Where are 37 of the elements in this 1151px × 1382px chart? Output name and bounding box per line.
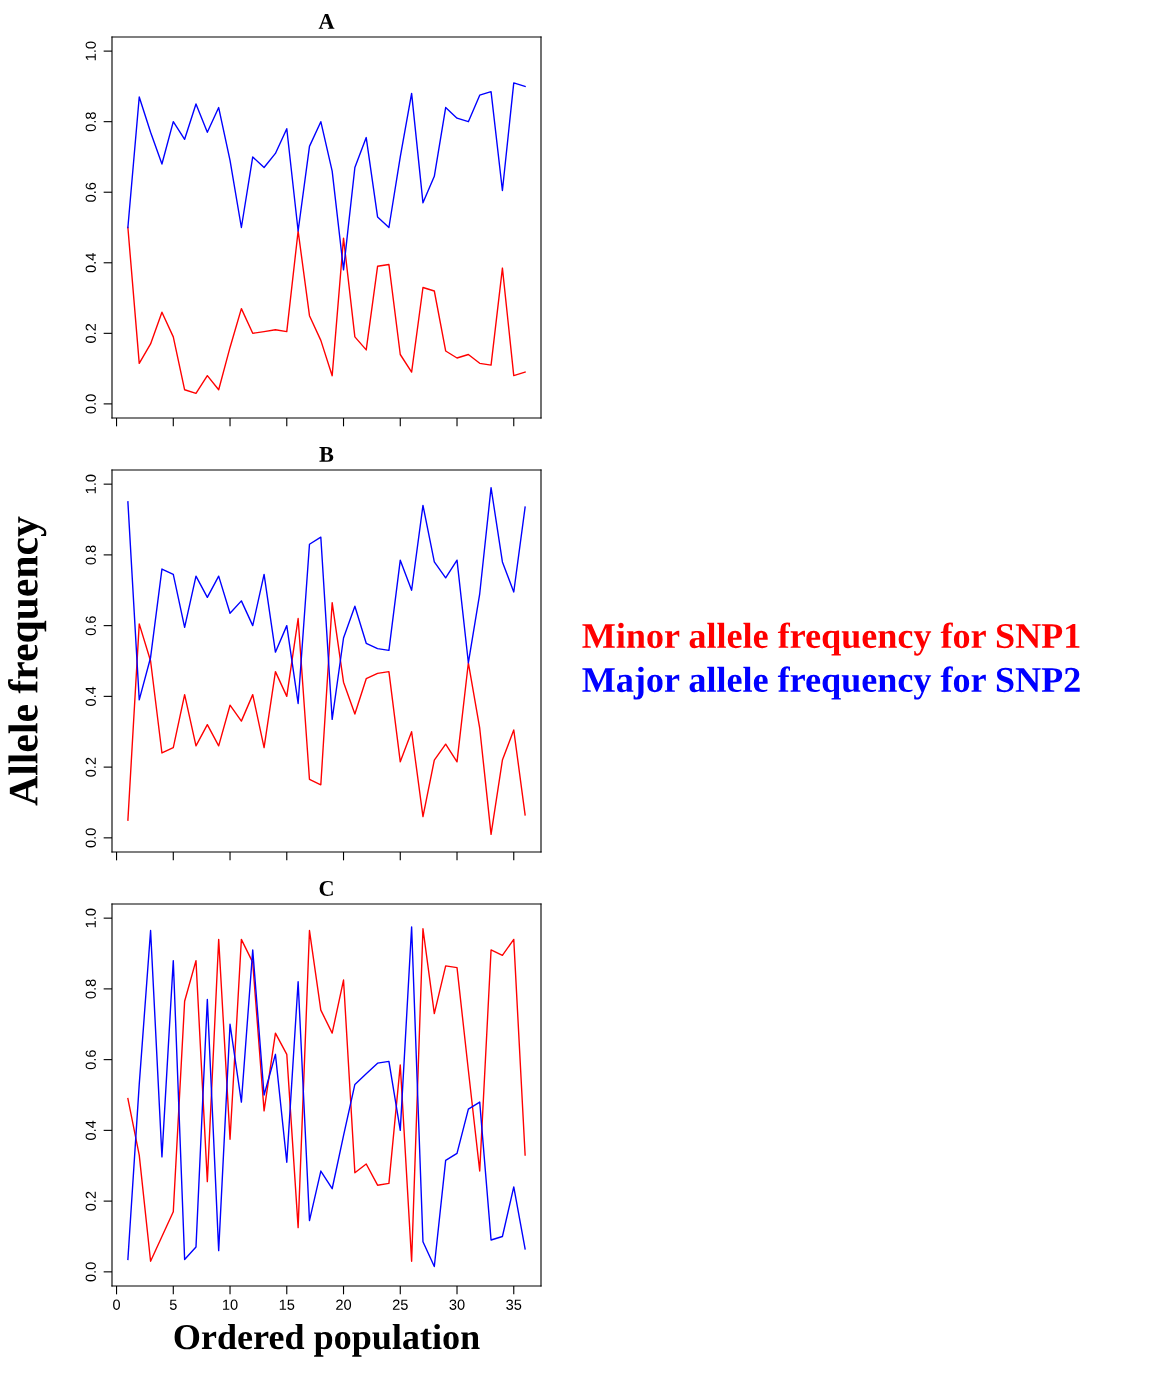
y-tick-label: 0.2 [85,757,96,777]
y-tick-label: 0.4 [85,686,96,706]
y-tick-label: 0.0 [85,828,96,848]
x-tick-label: 0 [113,1299,121,1310]
line-series [127,601,526,836]
y-tick-label: 0.2 [85,323,96,343]
x-tick-label: 25 [392,1299,408,1310]
x-tick-label: 10 [223,1299,238,1310]
y-tick-label: 0.6 [85,1050,96,1070]
text: Major allele frequency for SNP2 [582,666,1080,700]
chart-title: B [319,447,334,462]
y-tick-label: 0.4 [85,1120,96,1140]
x-tick-label: 35 [506,1299,522,1310]
chart-title: A [318,14,335,29]
y-tick-label: 1.0 [85,41,96,61]
line-series [127,226,526,395]
y-tick-label: 1.0 [85,474,96,494]
x-axis-title: Ordered population [174,1323,480,1357]
chart-title: C [319,880,333,896]
y-tick-label: 0.6 [85,616,96,636]
x-tick-label: 30 [449,1299,465,1310]
y-tick-label: 0.0 [85,1262,96,1282]
line-series [127,82,526,271]
x-tick-label: 20 [336,1299,352,1310]
x-tick-label: 15 [279,1299,295,1310]
y-tick-label: 0.8 [85,979,96,999]
line-series [127,486,526,721]
y-tick-label: 0.6 [85,182,96,202]
x-tick-label: 5 [169,1299,177,1310]
y-tick-label: 0.8 [85,545,96,565]
y-axis-title: Allele frequency [8,516,47,806]
y-tick-label: 0.0 [85,394,96,414]
text: Minor allele frequency for SNP1 [582,622,1080,656]
y-tick-label: 0.4 [85,253,96,273]
y-tick-label: 0.8 [85,112,96,132]
y-tick-label: 1.0 [85,908,96,928]
y-tick-label: 0.2 [85,1191,96,1211]
